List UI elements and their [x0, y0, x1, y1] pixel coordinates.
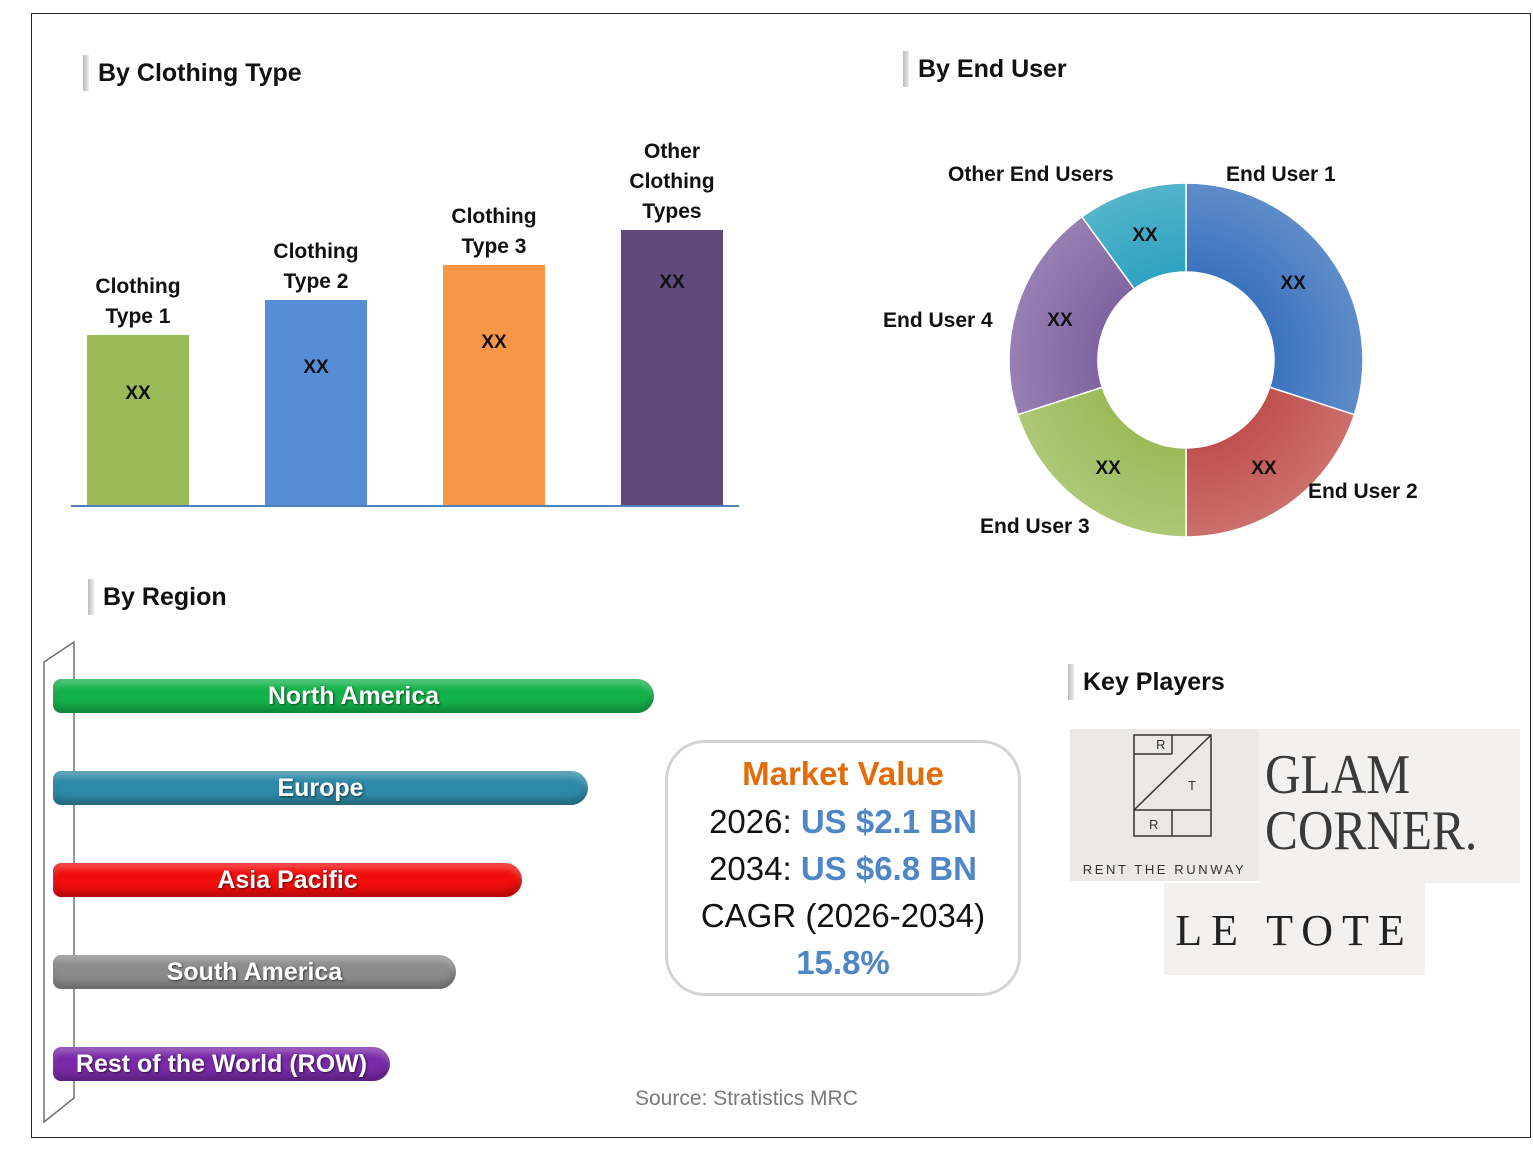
- clothing-bar-category-label: Clothing Type 1: [67, 272, 209, 332]
- cagr-label: CAGR (2026-2034): [700, 897, 986, 934]
- title-marker: [1068, 664, 1074, 700]
- clothing-axis-line: [71, 505, 739, 507]
- clothing-type-title-text: By Clothing Type: [98, 59, 302, 87]
- rtr-letter-t: T: [1188, 778, 1196, 793]
- category-label-line: Clothing: [273, 240, 359, 263]
- clothing-bar-1: [87, 335, 189, 505]
- region-title: By Region: [88, 579, 227, 615]
- glam-corner-line2: CORNER.: [1265, 800, 1478, 862]
- donut-category-label: End User 4: [883, 309, 993, 332]
- rent-the-runway-mark: [1133, 734, 1212, 837]
- region-bar-2: Europe: [53, 771, 588, 805]
- key-players-title: Key Players: [1068, 664, 1225, 700]
- clothing-bar-3: [443, 265, 545, 505]
- clothing-bar-category-label: Clothing Type 3: [423, 202, 565, 262]
- clothing-bar-4: [621, 230, 723, 505]
- glam-corner-line1: GLAM: [1265, 744, 1411, 806]
- region-title-text: By Region: [103, 583, 227, 611]
- region-bar-5: Rest of the World (ROW): [53, 1047, 390, 1081]
- title-marker: [83, 55, 89, 91]
- glam-corner-logo: GLAM CORNER.: [1259, 729, 1520, 883]
- rtr-letter-r2: R: [1149, 817, 1159, 832]
- key-players-title-text: Key Players: [1083, 668, 1225, 696]
- market-value-title: Market Value: [742, 755, 944, 792]
- end-user-title-text: By End User: [918, 55, 1067, 83]
- market-value-2026: 2026: US $2.1 BN: [668, 803, 1018, 841]
- le-tote-text: LE TOTE: [1175, 906, 1414, 955]
- donut-category-label: End User 2: [1308, 480, 1418, 503]
- source-note: Source: Stratistics MRC: [635, 1087, 858, 1110]
- region-bar-3: Asia Pacific: [53, 863, 522, 897]
- value-2026: US $2.1 BN: [800, 803, 977, 840]
- region-bar-label: South America: [166, 958, 343, 986]
- title-marker: [88, 579, 94, 615]
- year-2034-label: 2034:: [709, 850, 792, 887]
- category-label-line: Clothing: [451, 205, 537, 228]
- infographic-frame: [31, 13, 1531, 1138]
- cagr-value: 15.8%: [796, 944, 890, 981]
- year-2026-label: 2026:: [709, 803, 792, 840]
- donut-category-label: End User 1: [1226, 163, 1336, 186]
- rtr-letter-r1: R: [1156, 737, 1166, 752]
- category-label-line: Clothing: [95, 275, 181, 298]
- rent-the-runway-logo: R T R RENT THE RUNWAY: [1070, 729, 1259, 881]
- category-label-line: Type 2: [283, 270, 349, 293]
- clothing-bar-2: [265, 300, 367, 505]
- category-label-line: Clothing: [629, 170, 715, 193]
- le-tote-logo: LE TOTE: [1164, 883, 1425, 975]
- market-value-2034: 2034: US $6.8 BN: [668, 850, 1018, 888]
- category-label-line: Types: [642, 200, 702, 223]
- clothing-bar-value-label: XX: [125, 382, 151, 404]
- region-bar-1: North America: [53, 679, 654, 713]
- region-bar-label: North America: [267, 682, 440, 710]
- clothing-bar-value-label: XX: [659, 272, 685, 293]
- clothing-type-title: By Clothing Type: [83, 55, 302, 91]
- category-label-line: Type 1: [105, 305, 171, 328]
- title-marker: [903, 51, 909, 87]
- clothing-bar-category-label: Other Clothing Types: [601, 137, 743, 227]
- market-value-box: Market Value 2026: US $2.1 BN 2034: US $…: [665, 740, 1021, 996]
- donut-category-label: Other End Users: [948, 163, 1114, 186]
- end-user-title: By End User: [903, 51, 1067, 87]
- region-bar-4: South America: [53, 955, 456, 989]
- category-label-line: Other: [643, 140, 700, 163]
- region-bar-label: Asia Pacific: [217, 866, 358, 894]
- region-bar-label: Rest of the World (ROW): [75, 1050, 368, 1078]
- donut-category-label: End User 3: [980, 515, 1090, 538]
- rtr-caption: RENT THE RUNWAY: [1082, 862, 1247, 877]
- clothing-bar-value-label: XX: [303, 357, 329, 379]
- value-2034: US $6.8 BN: [800, 850, 977, 887]
- region-bar-label: Europe: [277, 774, 364, 802]
- clothing-bar-category-label: Clothing Type 2: [245, 237, 387, 297]
- clothing-bar-value-label: XX: [481, 332, 507, 354]
- category-label-line: Type 3: [461, 235, 527, 258]
